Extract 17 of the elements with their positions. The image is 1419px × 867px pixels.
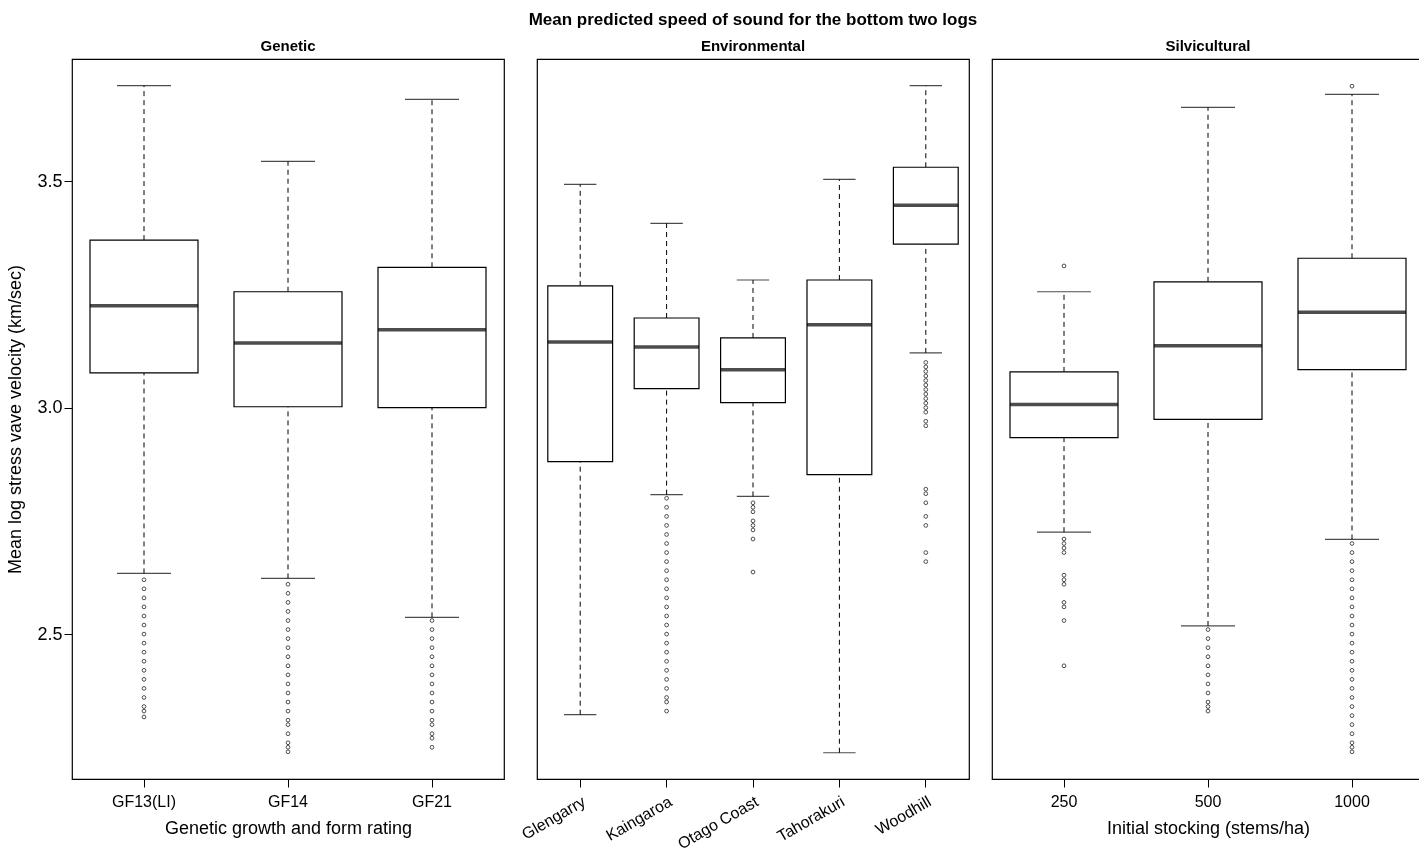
chart-subtitle: Genetic [260, 37, 316, 54]
x-axis-title: Genetic growth and form rating [164, 817, 413, 838]
chart-subtitle: Silvicultural [1165, 37, 1251, 54]
chart-title: Mean predicted speed of sound for the bottom two logs [528, 10, 978, 29]
x-tick-label: Otago Coast [674, 792, 762, 853]
x-tick-label: 250 [1050, 792, 1078, 810]
y-tick-label: 3.0 [37, 397, 63, 418]
x-tick-label: GF21 [411, 792, 453, 810]
x-tick-label: GF13(LI) [111, 792, 177, 810]
x-axis-title: Initial stocking (stems/ha) [1106, 817, 1311, 838]
chart-subtitle: Environmental [700, 37, 806, 54]
y-axis-title: Mean log stress vave velocity (km/sec) [5, 264, 26, 575]
x-tick-label: 1000 [1334, 792, 1370, 810]
y-tick-label: 3.5 [37, 170, 63, 191]
y-tick-label: 2.5 [37, 623, 63, 644]
x-tick-label: 500 [1194, 792, 1222, 810]
x-tick-label: GF14 [267, 792, 309, 810]
